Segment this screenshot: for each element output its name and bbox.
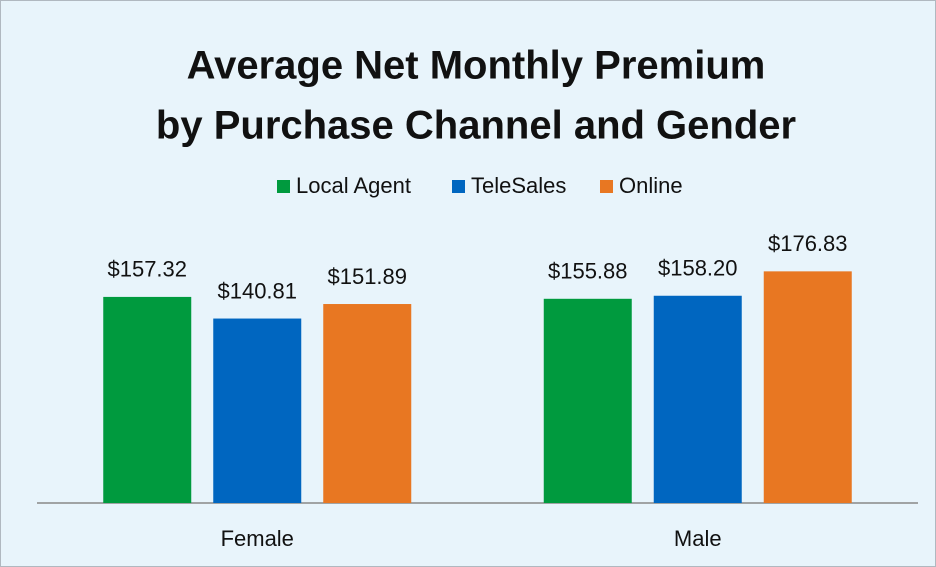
bar bbox=[213, 318, 302, 503]
value-label: $158.20 bbox=[658, 256, 738, 281]
bar bbox=[653, 295, 742, 503]
value-label: $140.81 bbox=[217, 278, 297, 303]
bar bbox=[323, 304, 412, 503]
bar bbox=[763, 271, 852, 503]
x-tick-label: Male bbox=[674, 526, 722, 551]
value-label: $155.88 bbox=[548, 259, 628, 284]
value-label: $151.89 bbox=[327, 264, 407, 289]
legend-swatch bbox=[452, 180, 465, 193]
legend-label: Local Agent bbox=[296, 173, 411, 198]
value-label: $176.83 bbox=[768, 231, 848, 256]
chart-title: Average Net Monthly Premium bbox=[187, 44, 766, 88]
bar bbox=[543, 298, 632, 503]
legend-swatch bbox=[277, 180, 290, 193]
legend-swatch bbox=[600, 180, 613, 193]
bar bbox=[103, 296, 192, 503]
legend-label: TeleSales bbox=[471, 173, 566, 198]
value-label: $157.32 bbox=[107, 257, 187, 282]
chart-title: by Purchase Channel and Gender bbox=[156, 104, 796, 148]
x-tick-label: Female bbox=[221, 526, 294, 551]
legend-label: Online bbox=[619, 173, 683, 198]
